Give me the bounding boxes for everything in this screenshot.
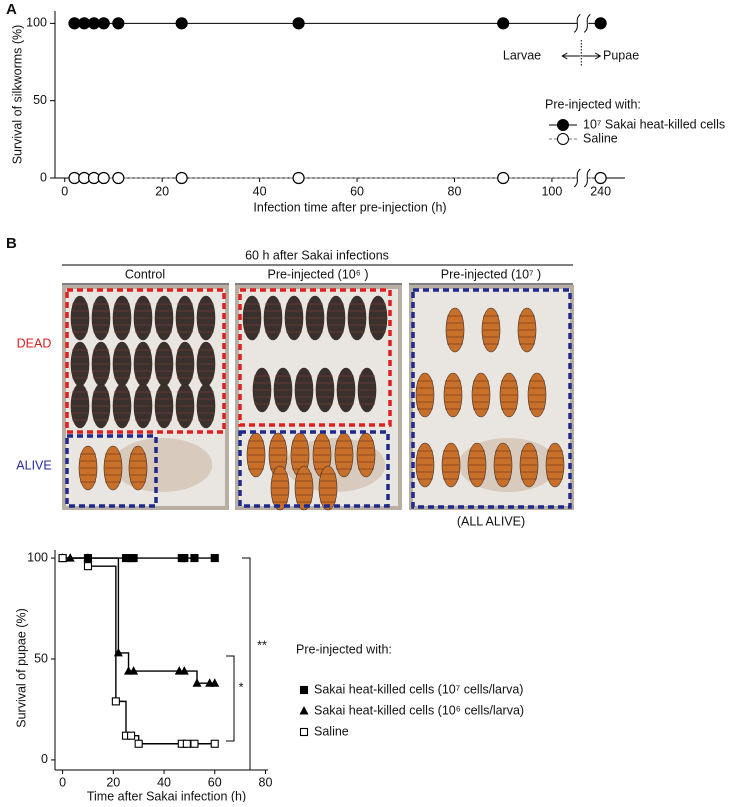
km-curve [62, 557, 215, 745]
x-tick-label: 60 [208, 775, 222, 789]
marker [497, 17, 510, 30]
marker [190, 554, 199, 563]
arrow [561, 52, 602, 60]
y-tick-label: 0 [41, 752, 48, 766]
bracket [242, 557, 251, 771]
marker [112, 171, 125, 185]
x-tick-label: 40 [253, 184, 267, 198]
y-axis-label: Survival of silkworms (%) [10, 25, 24, 165]
marker [111, 697, 120, 706]
break-mark [583, 168, 591, 188]
annotation: Larvae [503, 48, 541, 62]
y-axis-label: Survival of pupae (%) [14, 608, 28, 728]
x-axis-label: Time after Sakai infection (h) [87, 789, 246, 802]
stain [112, 438, 213, 492]
marker [594, 171, 607, 185]
photo-title: 60 h after Sakai infections [245, 248, 389, 262]
annotation: * [239, 680, 244, 694]
annotation: Pupae [603, 48, 639, 62]
legend-label: 10⁷ Sakai heat-killed cells [583, 117, 725, 131]
marker [497, 171, 510, 185]
legend-marker [557, 119, 569, 131]
break-mark [583, 13, 591, 33]
marker [129, 554, 138, 563]
column-label: Control [125, 267, 165, 281]
km-curve [62, 557, 215, 684]
column-label: Pre-injected (10⁶ ) [267, 267, 368, 281]
x-tick-label: 0 [59, 775, 66, 789]
x-tick-label: 40 [157, 775, 171, 789]
legend-label: Sakai heat-killed cells (10⁷ cells/larva… [314, 682, 523, 696]
marker [83, 553, 93, 562]
y-tick-label: 0 [40, 170, 47, 184]
y-tick-label: 100 [27, 550, 48, 564]
marker [175, 171, 188, 185]
marker [210, 554, 219, 563]
legend-title: Pre-injected with: [296, 642, 392, 656]
x-tick-label: 0 [61, 184, 68, 198]
marker [97, 171, 110, 185]
marker [192, 678, 202, 687]
legend-label: Sakai heat-killed cells (10⁶ cells/larva… [314, 703, 524, 717]
legend-marker [557, 133, 569, 145]
x-tick-label: 80 [259, 775, 273, 789]
y-tick-label: 50 [34, 651, 48, 665]
all-alive-label: (ALL ALIVE) [457, 514, 525, 528]
y-tick-label: 50 [33, 93, 47, 107]
marker [58, 554, 67, 563]
marker [134, 739, 143, 748]
x-tick-label: 20 [155, 184, 169, 198]
dead-label: DEAD [17, 336, 52, 350]
x-axis-label: Infection time after pre-injection (h) [253, 200, 446, 214]
marker [112, 17, 125, 30]
break-mark [573, 168, 581, 188]
column-label: Pre-injected (10⁷ ) [441, 267, 541, 281]
dashed-box [65, 434, 158, 508]
legend-marker [299, 706, 309, 715]
marker [210, 678, 220, 687]
marker [83, 562, 93, 571]
marker [180, 554, 189, 563]
marker [594, 17, 607, 30]
break-gap [577, 15, 589, 32]
marker [65, 553, 75, 562]
x-tick-label: 60 [350, 184, 364, 198]
marker [97, 17, 110, 30]
marker [127, 731, 136, 740]
annotation: ** [257, 638, 267, 652]
panel-label: B [6, 235, 17, 252]
x-tick-label: 80 [448, 184, 462, 198]
bracket [226, 655, 235, 742]
x-tick-label: 20 [106, 775, 120, 789]
marker [129, 666, 139, 675]
photos [62, 285, 574, 511]
break-gap [577, 170, 589, 186]
marker [190, 739, 199, 748]
dashed-box [411, 288, 572, 509]
y-tick-label: 100 [26, 16, 47, 30]
dashed-box [238, 430, 390, 508]
x-tick-label: 100 [541, 184, 562, 198]
legend-marker [299, 727, 309, 737]
marker [175, 17, 188, 30]
dashed-box [238, 288, 392, 427]
legend-label: Saline [583, 131, 618, 145]
marker [179, 666, 189, 675]
panel-label: A [6, 1, 17, 18]
x-tick-label: 240 [590, 184, 611, 198]
marker [292, 171, 305, 185]
marker [182, 739, 191, 748]
marker [292, 17, 305, 30]
break-mark [573, 13, 581, 33]
alive-label: ALIVE [16, 458, 51, 472]
legend-marker [299, 685, 309, 695]
legend-label: Saline [314, 724, 349, 738]
marker [210, 739, 219, 748]
legend-title: Pre-injected with: [545, 97, 641, 111]
